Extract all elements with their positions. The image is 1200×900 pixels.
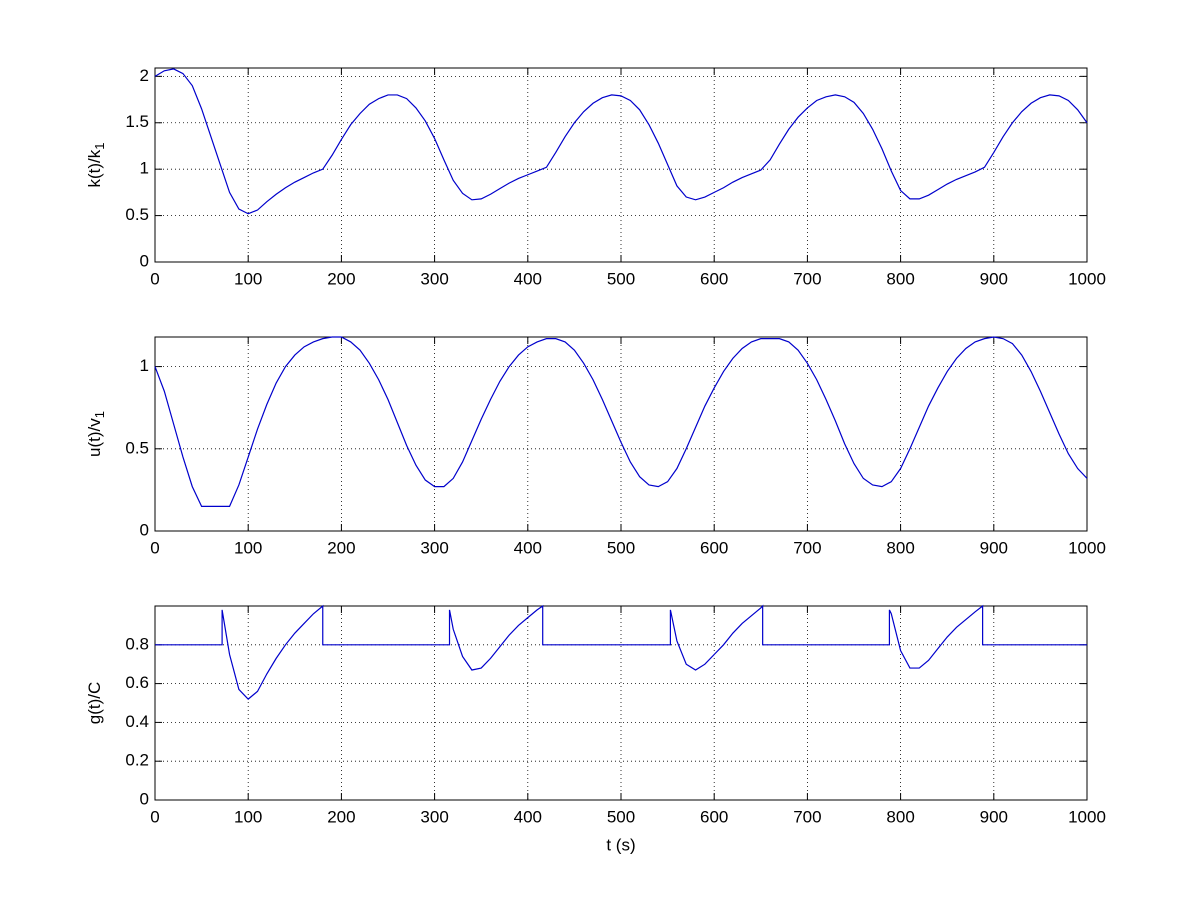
x-tick-label: 200 (327, 807, 355, 826)
x-tick-label: 0 (150, 807, 159, 826)
x-tick-label: 900 (980, 269, 1008, 288)
x-tick-label: 300 (420, 807, 448, 826)
y-axis-label-text: u(t)/v (85, 418, 104, 457)
data-line (155, 604, 1087, 700)
x-tick-label: 0 (150, 538, 159, 557)
y-tick-label: 0.6 (125, 673, 149, 692)
x-tick-label: 400 (514, 807, 542, 826)
x-tick-label: 600 (700, 538, 728, 557)
y-tick-label: 2 (140, 66, 149, 85)
x-tick-label: 600 (700, 807, 728, 826)
y-tick-label: 0.5 (125, 438, 149, 457)
y-tick-label: 1 (140, 159, 149, 178)
x-tick-label: 800 (886, 269, 914, 288)
y-tick-label: 0.5 (125, 205, 149, 224)
data-line (154, 336, 1088, 507)
x-tick-label: 200 (327, 269, 355, 288)
x-tick-label: 700 (793, 807, 821, 826)
y-tick-label: 0.4 (125, 712, 149, 731)
y-axis-label: u(t)/v1 (85, 411, 107, 457)
axes-box (154, 336, 1088, 532)
y-axis-label-subscript: 1 (92, 142, 107, 149)
x-tick-label: 800 (886, 538, 914, 557)
x-axis-label: t (s) (606, 835, 635, 854)
axes-box (154, 67, 1088, 263)
y-tick-label: 0.8 (125, 634, 149, 653)
x-tick-label: 700 (793, 269, 821, 288)
data-line (154, 68, 1088, 215)
y-axis-label-text: k(t)/k (85, 149, 104, 187)
axes-box (154, 605, 1088, 801)
x-tick-label: 900 (980, 538, 1008, 557)
x-tick-label: 1000 (1068, 807, 1106, 826)
x-tick-label: 100 (234, 538, 262, 557)
y-axis-label: g(t)/C (85, 682, 104, 725)
y-axis-label-text: g(t)/C (85, 682, 104, 725)
x-tick-label: 700 (793, 538, 821, 557)
x-tick-label: 400 (514, 538, 542, 557)
y-tick-label: 0 (140, 520, 149, 539)
y-tick-label: 0 (140, 789, 149, 808)
x-tick-label: 100 (234, 807, 262, 826)
x-tick-label: 600 (700, 269, 728, 288)
x-tick-label: 1000 (1068, 538, 1106, 557)
x-tick-label: 300 (420, 269, 448, 288)
x-tick-label: 100 (234, 269, 262, 288)
x-tick-label: 1000 (1068, 269, 1106, 288)
x-tick-label: 800 (886, 807, 914, 826)
y-axis-label-subscript: 1 (92, 411, 107, 418)
x-tick-label: 500 (607, 538, 635, 557)
y-tick-label: 1 (140, 356, 149, 375)
x-tick-label: 0 (150, 269, 159, 288)
x-tick-label: 200 (327, 538, 355, 557)
y-tick-label: 0 (140, 251, 149, 270)
x-tick-label: 500 (607, 269, 635, 288)
y-tick-label: 0.2 (125, 751, 149, 770)
y-axis-label: k(t)/k1 (85, 142, 107, 187)
x-tick-label: 400 (514, 269, 542, 288)
y-tick-label: 1.5 (125, 112, 149, 131)
x-tick-label: 900 (980, 807, 1008, 826)
x-tick-label: 500 (607, 807, 635, 826)
x-tick-label: 300 (420, 538, 448, 557)
